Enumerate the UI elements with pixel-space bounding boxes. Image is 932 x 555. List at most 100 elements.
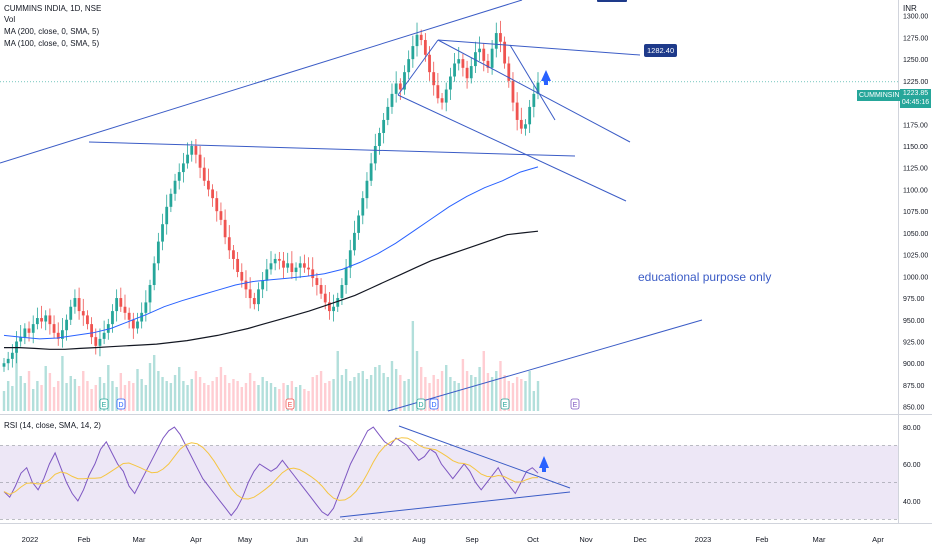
volume-bar (332, 379, 335, 411)
volume-bar (82, 371, 85, 411)
volume-bar (228, 383, 231, 411)
event-marker (285, 398, 295, 410)
neckline (88, 141, 576, 157)
event-marker (570, 398, 580, 410)
channel-upper-line (437, 39, 631, 143)
rsi-legend: RSI (14, close, SMA, 14, 2) (4, 421, 101, 430)
time-tick-label: Dec (633, 535, 647, 544)
volume-bar (115, 387, 118, 411)
volume-bar (432, 375, 435, 411)
candle-body (390, 93, 394, 107)
volume-bar (23, 383, 27, 411)
volume-bar (44, 366, 47, 411)
volume-bar (528, 371, 531, 411)
candle-body (282, 260, 285, 268)
volume-bar (436, 379, 440, 411)
volume-bar (424, 377, 427, 411)
candle-body (257, 289, 260, 305)
volume-bar (461, 359, 465, 411)
volume-bar (190, 379, 193, 411)
time-tick-label: Sep (465, 535, 478, 544)
candle-body (353, 232, 356, 251)
volume-bar (349, 381, 352, 411)
price-tick-label: 925.00 (903, 339, 925, 346)
event-marker (99, 398, 109, 410)
candle-body (503, 41, 507, 64)
volume-bar (278, 389, 281, 411)
rally-leg-line (397, 39, 439, 96)
candle-body (211, 189, 214, 199)
candle-body (444, 89, 448, 103)
candle-body (52, 324, 56, 333)
candle-body (31, 324, 35, 333)
candle-body (461, 59, 465, 68)
price-tick-label: 875.00 (903, 383, 925, 390)
volume-bar (86, 381, 89, 411)
volume-bar (2, 391, 6, 411)
rsi-tick-label: 80.00 (903, 425, 921, 432)
candle-body (77, 298, 81, 312)
volume-bar (482, 351, 485, 411)
volume-bar (307, 391, 310, 411)
volume-bar (478, 367, 481, 411)
candle-body (190, 146, 194, 155)
candle-body (56, 332, 60, 339)
volume-bar (211, 381, 214, 411)
candle-body (102, 332, 106, 339)
volume-bar (215, 377, 218, 411)
candle-body (23, 328, 27, 338)
candle-body (181, 163, 185, 173)
volume-bar (386, 377, 390, 411)
volume-bar (382, 373, 385, 411)
candle-body (440, 98, 444, 103)
volume-bar (269, 383, 273, 411)
volume-bar (336, 351, 339, 411)
candle-body (369, 163, 373, 181)
volume-bar (428, 383, 431, 411)
last-price-tag: 1223.85 04:45:16 (900, 89, 931, 108)
event-marker-label: E (288, 402, 293, 409)
volume-bar (152, 355, 156, 411)
candle-body (2, 363, 6, 367)
volume-bar (374, 367, 377, 411)
candle-body (478, 48, 481, 53)
rsi-up-arrow-icon (539, 456, 549, 472)
time-tick-label: Apr (190, 535, 202, 544)
candle-body (499, 33, 502, 42)
ma200-line (4, 230, 539, 350)
up-arrow-icon (541, 70, 551, 85)
event-marker-label: D (118, 402, 123, 409)
candle-body (340, 285, 344, 299)
volume-bar (165, 381, 168, 411)
volume-bar (445, 365, 448, 411)
volume-bar (27, 371, 31, 411)
volume-bar (140, 379, 143, 411)
bar-countdown: 04:45:16 (901, 98, 930, 106)
volume-bar (520, 379, 523, 411)
event-marker-label: E (573, 402, 578, 409)
level-price-tag[interactable]: 1282.40 (644, 44, 678, 57)
candle-body (482, 48, 486, 61)
volume-bar (419, 367, 423, 411)
volume-bar (507, 381, 510, 411)
volume-bar (390, 361, 394, 411)
candle-body (328, 302, 331, 312)
candle-body (6, 358, 10, 364)
volume-bar (144, 385, 148, 411)
volume-bar (411, 321, 415, 411)
event-marker-label: E (102, 402, 107, 409)
time-tick-label: Apr (872, 535, 884, 544)
volume-bar (111, 381, 114, 411)
candle-body (202, 167, 206, 181)
volume-bar (294, 387, 298, 411)
candle-body (94, 337, 98, 346)
candle-body (323, 293, 327, 303)
volume-bar (73, 379, 77, 411)
candle-body (269, 263, 273, 270)
ma100-legend: MA (100, close, 0, SMA, 5) (4, 39, 100, 48)
volume-bar (244, 383, 248, 411)
volume-bar (311, 377, 314, 411)
